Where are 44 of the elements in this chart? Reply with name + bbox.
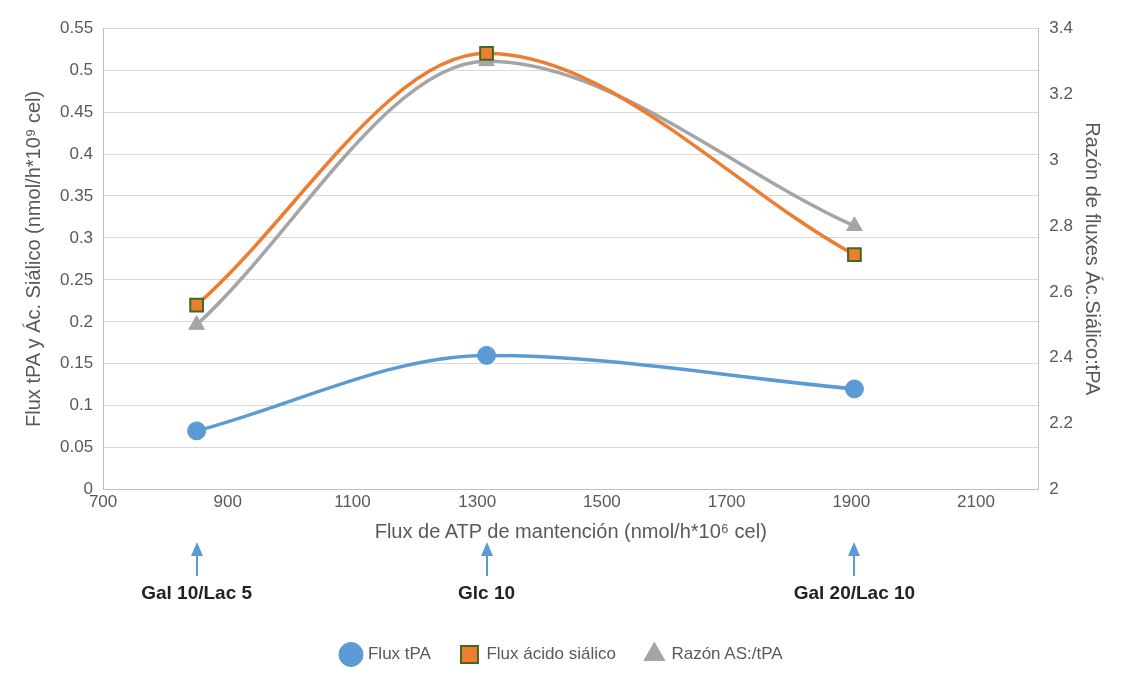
y2-tick-label: 2 xyxy=(1049,479,1059,499)
y2-tick-label: 2.8 xyxy=(1049,215,1074,235)
y-axis-title: Flux tPA y Ác. Siálico (nmol/h*10⁹ cel) xyxy=(21,90,44,427)
y2-tick-label: 3.4 xyxy=(1049,17,1074,37)
text: Gal 20/Lac 10 xyxy=(792,582,917,604)
point xyxy=(189,297,204,313)
y-tick-label: 0.45 xyxy=(59,101,94,121)
point xyxy=(846,216,863,231)
x-tick-label: 1700 xyxy=(707,492,746,512)
y-tick-label: 0 xyxy=(83,479,94,499)
legend-label: Razón AS:/tPA xyxy=(671,644,784,664)
point xyxy=(844,379,864,399)
y2-tick-label: 3.2 xyxy=(1049,83,1074,103)
point xyxy=(479,46,494,61)
y-tick-label: 0.05 xyxy=(59,437,94,457)
x-tick-label: 2100 xyxy=(957,492,995,512)
point xyxy=(847,247,862,263)
y-tick-label: 0.35 xyxy=(59,185,94,205)
y-tick-label: 0.2 xyxy=(69,311,94,331)
point xyxy=(477,345,497,365)
y-tick-label: 0.55 xyxy=(59,17,94,37)
y-tick-label: 0.15 xyxy=(59,353,94,373)
y2-tick-label: 3 xyxy=(1049,149,1059,169)
point xyxy=(187,421,207,441)
y-tick-label: 0.25 xyxy=(59,269,94,289)
y-tick-label: 0.4 xyxy=(69,143,94,163)
y2-axis-title: Razón de fluxes Ác.Siálico:tPA xyxy=(1082,122,1105,397)
text: Gal 10/Lac 5 xyxy=(140,582,254,604)
y2-tick-label: 2.4 xyxy=(1049,347,1074,367)
legend-label: Flux tPA xyxy=(367,644,432,664)
x-tick-label: 1100 xyxy=(334,492,371,512)
y2-tick-label: 2.6 xyxy=(1049,281,1074,301)
legend-label: Flux ácido siálico xyxy=(486,644,616,664)
x-tick-label: 900 xyxy=(213,492,242,512)
y2-tick-label: 2.2 xyxy=(1049,413,1074,433)
text: Glc 10 xyxy=(457,582,517,604)
x-axis-title: Flux de ATP de mantención (nmol/h*10⁶ cel) xyxy=(374,519,767,542)
y-tick-label: 0.5 xyxy=(69,59,94,79)
y-tick-label: 0.1 xyxy=(69,395,94,415)
point xyxy=(188,315,205,330)
y-tick-label: 0.3 xyxy=(69,227,94,247)
x-tick-label: 1500 xyxy=(582,492,621,512)
x-tick-label: 1900 xyxy=(832,492,871,512)
x-tick-label: 1300 xyxy=(458,492,497,512)
